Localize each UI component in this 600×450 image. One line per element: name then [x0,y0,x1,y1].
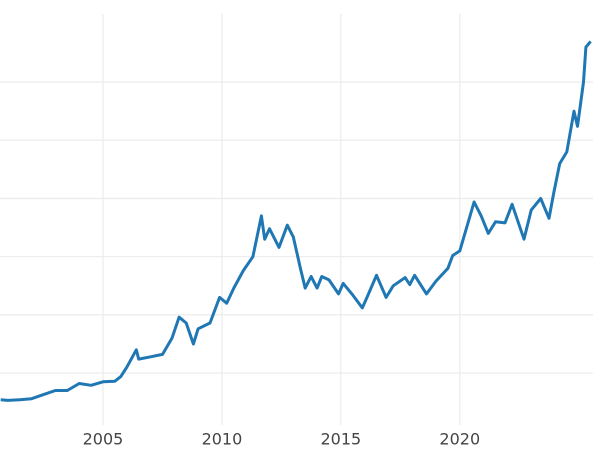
x-tick-label: 2010 [202,430,243,449]
x-tick-label: 2020 [439,430,480,449]
x-tick-label: 2015 [321,430,362,449]
price-line [0,40,592,402]
x-tick-label: 2005 [83,430,124,449]
